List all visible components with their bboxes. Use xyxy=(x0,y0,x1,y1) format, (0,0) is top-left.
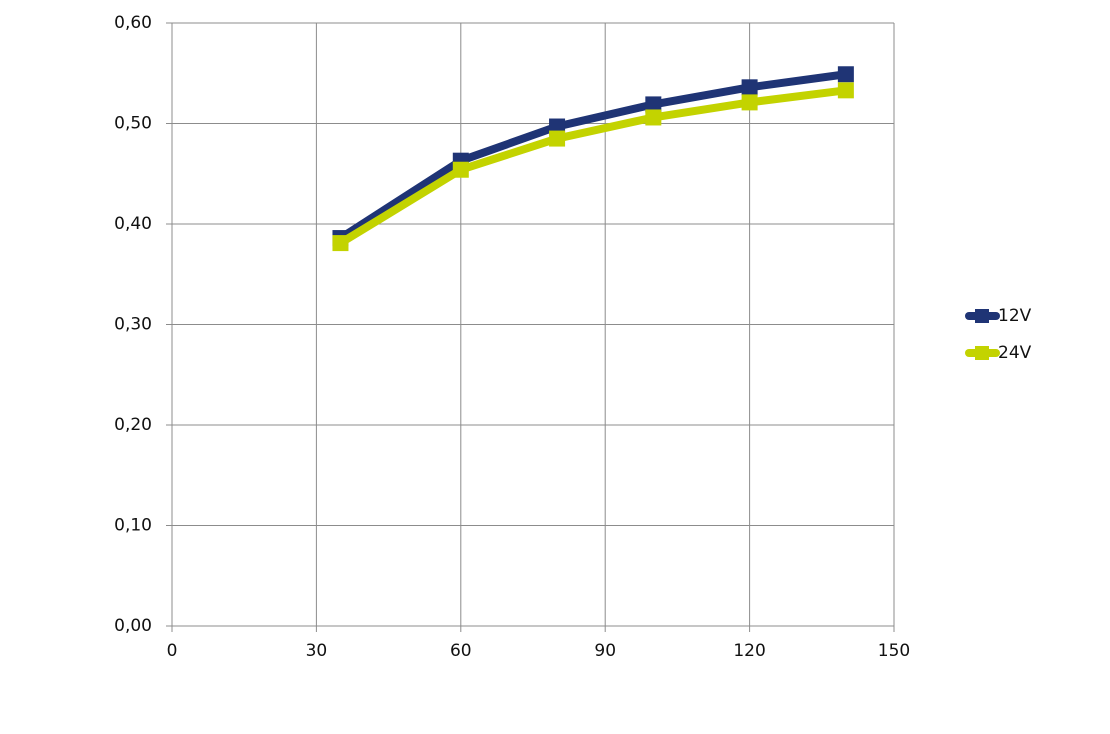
marker xyxy=(645,96,662,113)
legend-label: 12V xyxy=(998,306,1032,326)
marker xyxy=(645,109,662,126)
series-line xyxy=(336,70,850,243)
x-tick-label: 30 xyxy=(306,641,328,661)
x-tick-label: 120 xyxy=(733,641,765,661)
y-tick-label: 0,20 xyxy=(114,415,152,435)
marker xyxy=(837,66,854,83)
x-tick-label: 90 xyxy=(594,641,616,661)
marker xyxy=(549,130,566,147)
marker xyxy=(332,235,349,252)
x-tick-label: 60 xyxy=(450,641,472,661)
legend-marker xyxy=(975,346,989,360)
y-tick-label: 0,40 xyxy=(114,214,152,234)
y-tick-label: 0,30 xyxy=(114,315,152,335)
legend-marker xyxy=(975,309,989,323)
x-tick-label: 150 xyxy=(878,641,910,661)
marker xyxy=(741,79,758,96)
y-tick-label: 0,10 xyxy=(114,516,152,536)
y-tick-label: 0,60 xyxy=(114,13,152,33)
marker xyxy=(452,161,469,178)
marker xyxy=(741,94,758,111)
x-tick-label: 0 xyxy=(167,641,178,661)
y-tick-label: 0,00 xyxy=(114,616,152,636)
legend-label: 24V xyxy=(998,343,1032,363)
marker xyxy=(549,118,566,135)
marker xyxy=(837,82,854,99)
series-line xyxy=(336,86,850,248)
y-tick-label: 0,50 xyxy=(114,114,152,134)
